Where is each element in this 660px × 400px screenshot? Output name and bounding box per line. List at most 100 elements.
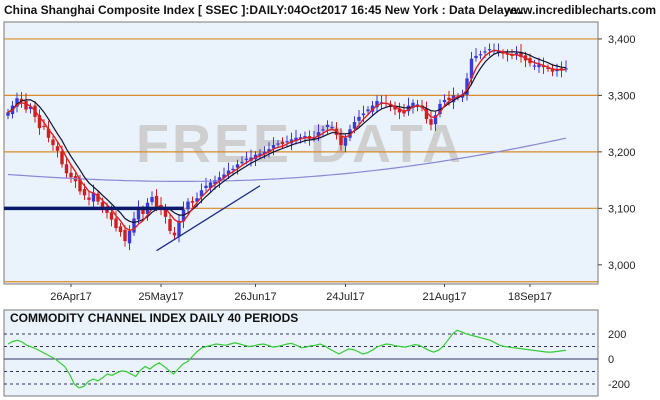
candle-body [361, 113, 366, 116]
candle-body [429, 119, 433, 125]
candle-body [78, 179, 82, 192]
candle-body [564, 68, 568, 70]
x-tick-label: 25May17 [138, 291, 183, 303]
candle-body [55, 146, 60, 151]
candle-body [316, 132, 321, 137]
candle-body [285, 141, 289, 143]
candle-body [217, 177, 222, 182]
candle-body [91, 192, 96, 202]
candle-body [280, 141, 285, 144]
candle-body [231, 168, 235, 171]
candle-body [163, 207, 168, 217]
candle-body [442, 99, 447, 103]
candle-body [519, 51, 523, 58]
candle-body [240, 162, 244, 164]
site-link[interactable]: www.incrediblecharts.com [503, 3, 656, 17]
candle-body [424, 108, 429, 120]
candle-body [388, 103, 393, 107]
candle-body [447, 97, 451, 100]
candle-body [60, 151, 64, 165]
x-tick-label: 24Jul17 [326, 291, 365, 303]
candle-body [141, 208, 145, 214]
candle-body [411, 102, 415, 108]
candle-body [474, 55, 478, 59]
price-y-tick-label: 3,100 [608, 203, 636, 215]
price-y-tick-label: 3,000 [608, 260, 636, 272]
candle-body [339, 136, 343, 146]
candle-body [469, 58, 474, 79]
candle-body [190, 200, 195, 203]
candle-body [136, 208, 141, 220]
candle-body [501, 52, 505, 54]
candle-body [213, 180, 217, 185]
cci-y-tick-label: 200 [608, 329, 626, 341]
candle-body [186, 201, 190, 210]
candle-body [208, 182, 213, 189]
candle-body [546, 67, 550, 69]
candle-body [87, 197, 91, 200]
candle-body [375, 101, 379, 108]
candle-body [132, 218, 136, 233]
candle-body [64, 164, 69, 174]
candle-body [487, 49, 492, 51]
cci-title: COMMODITY CHANNEL INDEX DAILY 40 PERIODS [10, 311, 298, 325]
candle-body [204, 185, 208, 189]
candle-body [177, 220, 181, 237]
candle-body [343, 137, 348, 146]
candle-body [69, 172, 73, 178]
candle-body [555, 69, 559, 72]
x-tick-label: 21Aug17 [422, 291, 466, 303]
candle-body [172, 232, 177, 236]
candle-body [127, 230, 132, 244]
candle-body [24, 101, 28, 110]
candle-body [258, 153, 262, 156]
cci-plot-area [3, 309, 599, 397]
watermark: FREE DATA [136, 114, 464, 174]
candle-body [298, 137, 303, 139]
candle-body [433, 115, 438, 125]
candle-body [168, 219, 172, 231]
candle-body [96, 193, 100, 202]
candle-body [222, 174, 226, 178]
candle-body [330, 127, 334, 129]
ma-short-line [7, 49, 567, 232]
candle-body [100, 202, 105, 209]
candle-body [352, 121, 357, 129]
candle-body [82, 189, 87, 196]
price-y-tick-label: 3,400 [608, 34, 636, 46]
candle-body [393, 106, 397, 110]
candle-body [150, 197, 154, 203]
x-tick-label: 18Sep17 [508, 291, 552, 303]
candle-body [6, 112, 10, 116]
candle-body [478, 54, 483, 56]
chart-title: China Shanghai Composite Index [ SSEC ]:… [4, 3, 524, 17]
cci-panel: COMMODITY CHANNEL INDEX DAILY 40 PERIODS… [3, 309, 630, 397]
candle-body [118, 226, 123, 233]
candle-body [325, 124, 330, 128]
candle-body [199, 190, 204, 197]
candle-body [42, 125, 46, 128]
price-y-tick-label: 3,300 [608, 90, 636, 102]
ma-mid-line [7, 51, 567, 224]
x-tick-label: 26Jun17 [234, 291, 276, 303]
candle-body [271, 145, 276, 149]
candle-body [262, 151, 267, 155]
candle-body [244, 158, 249, 160]
candle-body [541, 65, 546, 68]
candle-body [397, 108, 402, 113]
candle-body [483, 51, 487, 53]
candle-body [19, 98, 24, 102]
candle-body [235, 164, 240, 168]
candle-body [46, 128, 51, 138]
candle-body [109, 212, 114, 220]
ma-long-line [7, 137, 567, 182]
candle-body [357, 116, 361, 121]
candle-body [366, 109, 370, 112]
cci-y-tick-label: -200 [608, 379, 630, 391]
x-tick-label: 26Apr17 [50, 291, 92, 303]
candle-body [37, 115, 42, 129]
candle-body [303, 136, 307, 138]
candle-body [402, 110, 406, 114]
candle-body [465, 78, 469, 95]
